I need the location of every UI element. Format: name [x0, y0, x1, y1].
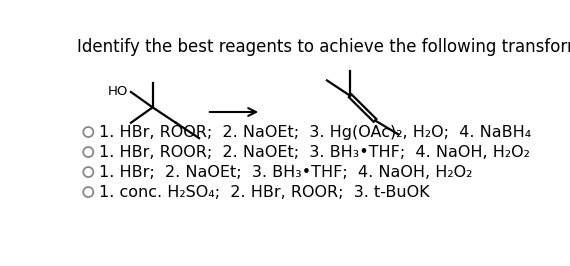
Text: HO: HO: [108, 85, 129, 98]
Text: 1. conc. H₂SO₄;  2. HBr, ROOR;  3. t-BuOK: 1. conc. H₂SO₄; 2. HBr, ROOR; 3. t-BuOK: [99, 185, 430, 200]
Text: 1. HBr, ROOR;  2. NaOEt;  3. BH₃•THF;  4. NaOH, H₂O₂: 1. HBr, ROOR; 2. NaOEt; 3. BH₃•THF; 4. N…: [99, 144, 530, 160]
Text: 1. HBr;  2. NaOEt;  3. BH₃•THF;  4. NaOH, H₂O₂: 1. HBr; 2. NaOEt; 3. BH₃•THF; 4. NaOH, H…: [99, 165, 473, 180]
Text: 1. HBr, ROOR;  2. NaOEt;  3. Hg(OAc)₂, H₂O;  4. NaBH₄: 1. HBr, ROOR; 2. NaOEt; 3. Hg(OAc)₂, H₂O…: [99, 124, 531, 140]
Text: Identify the best reagents to achieve the following transformation:: Identify the best reagents to achieve th…: [78, 38, 570, 56]
